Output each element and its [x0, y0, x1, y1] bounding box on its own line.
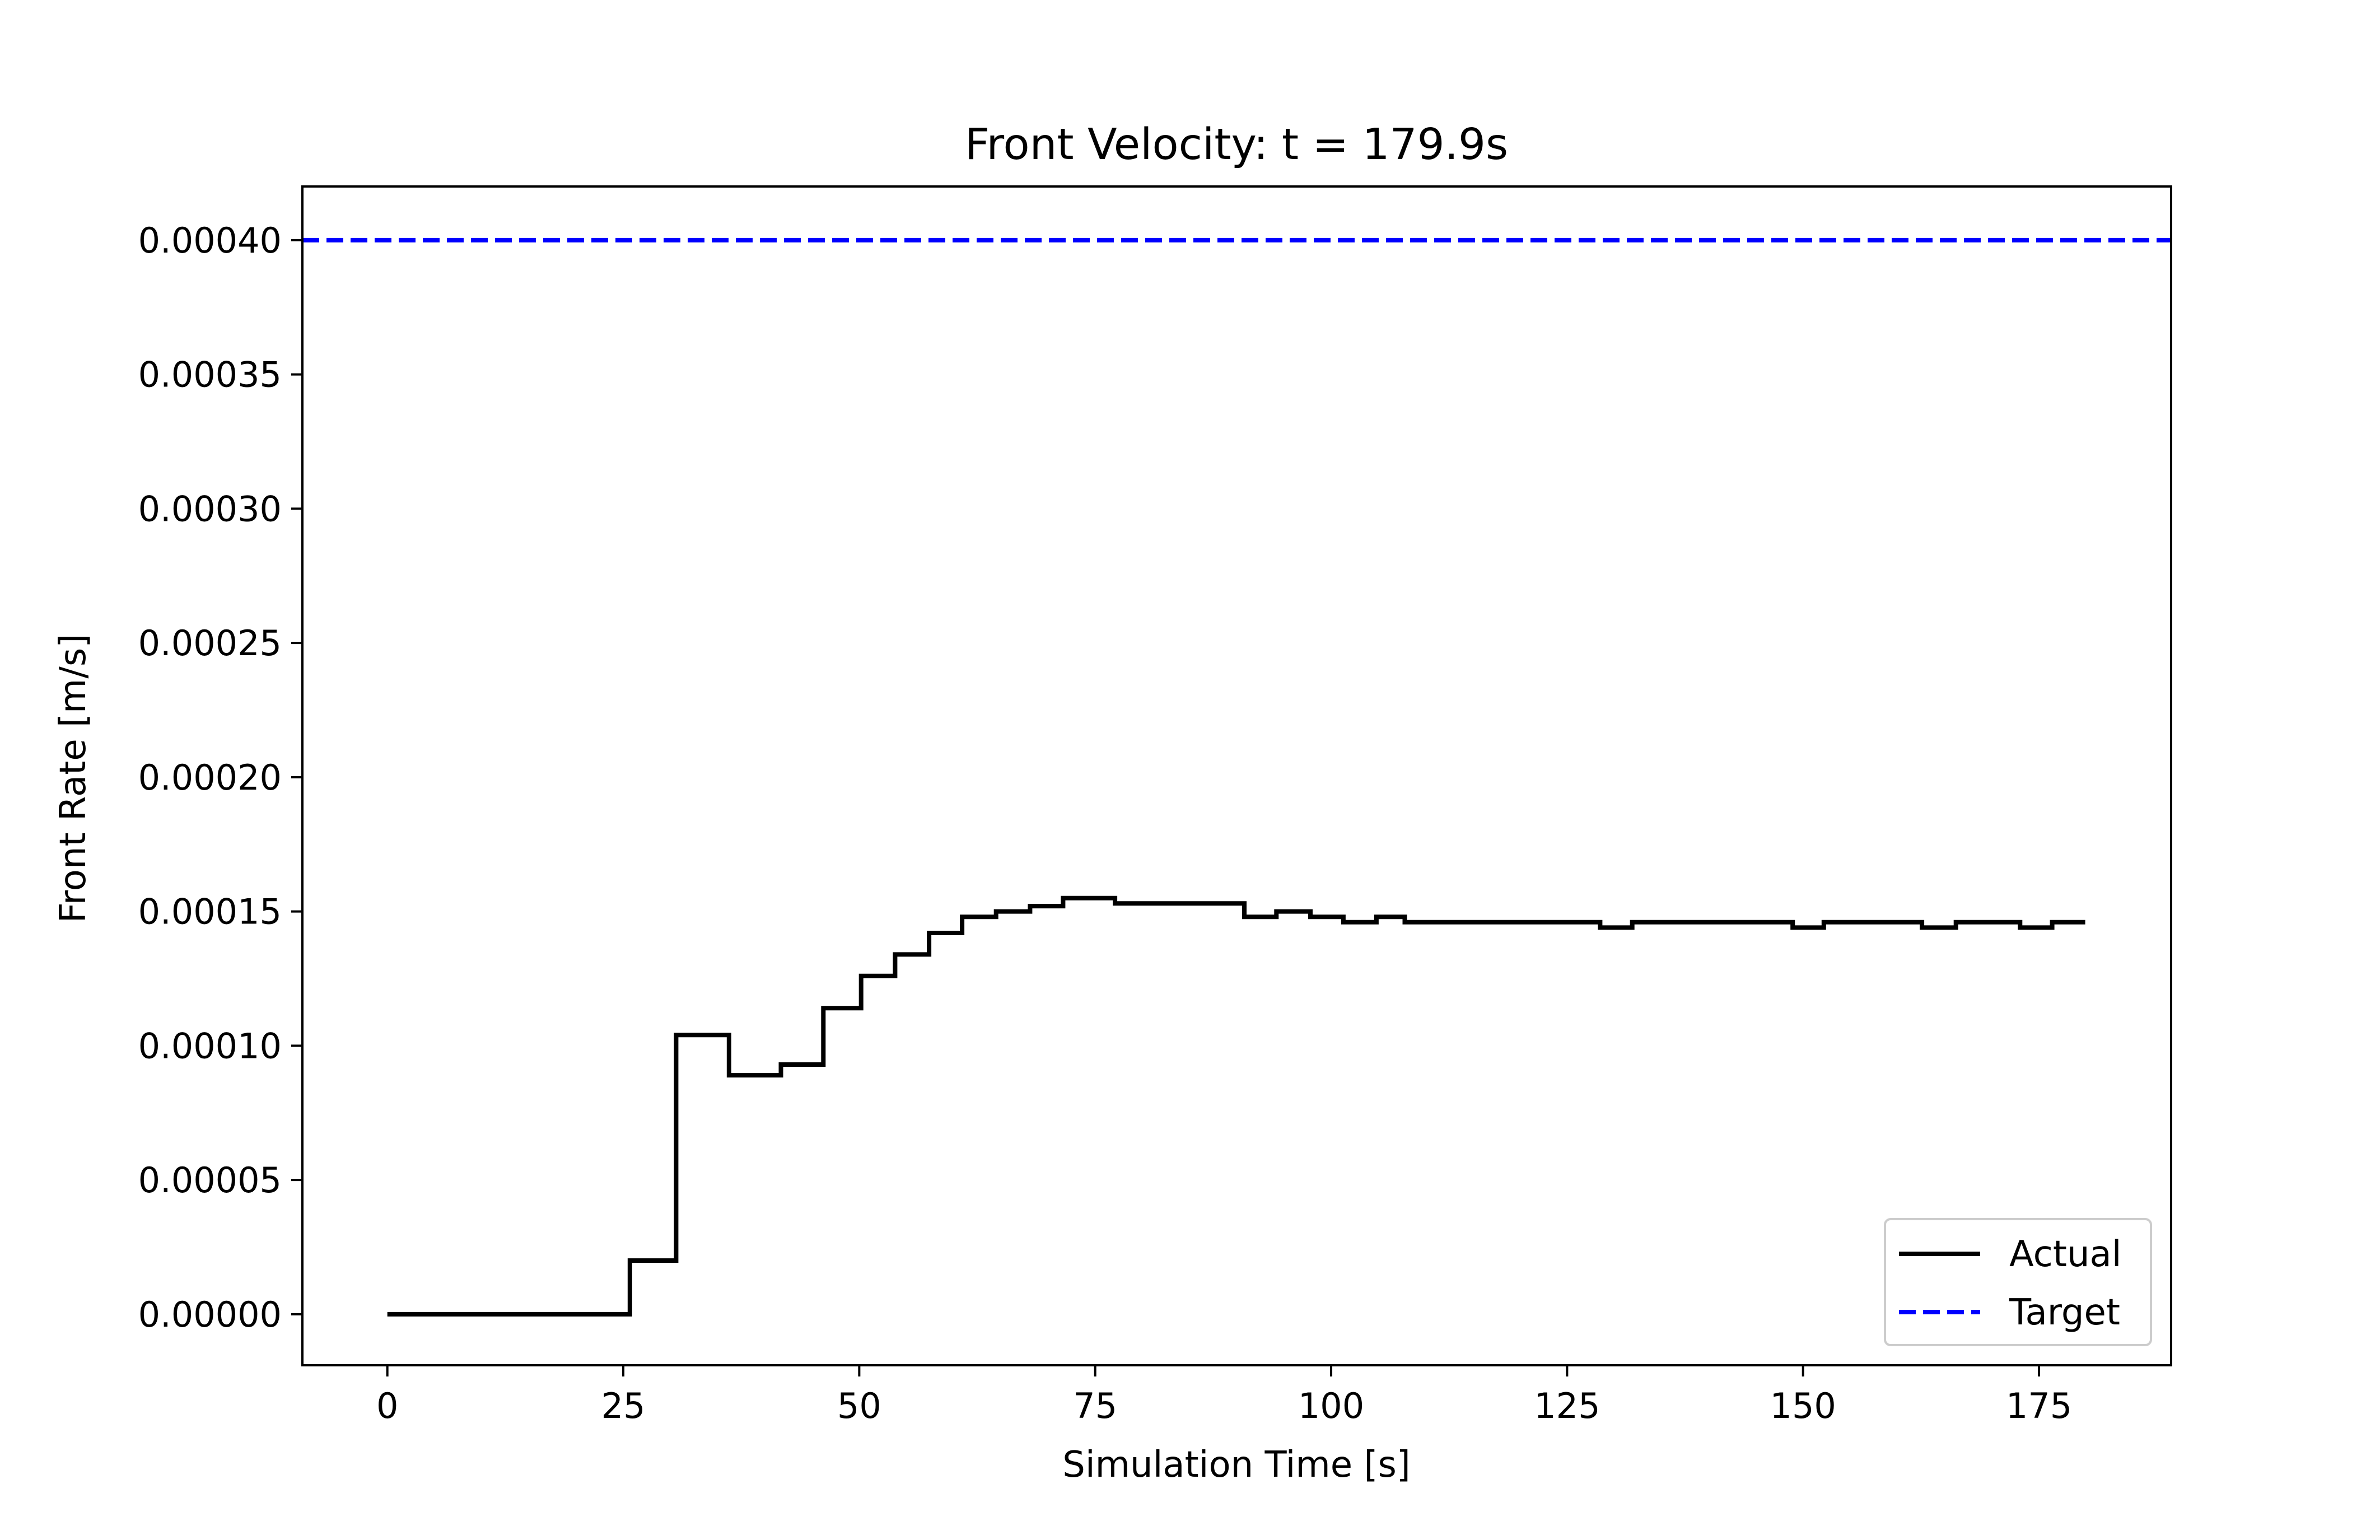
- data-marks: [302, 237, 2171, 1317]
- x-tick-label: 0: [376, 1385, 398, 1426]
- x-tick-label: 150: [1770, 1385, 1836, 1426]
- x-tick-label: 100: [1298, 1385, 1364, 1426]
- y-tick-label: 0.00040: [138, 220, 282, 261]
- y-tick-label: 0.00010: [138, 1025, 282, 1066]
- y-tick-label: 0.00030: [138, 488, 282, 529]
- axes-frame: [301, 185, 2172, 1366]
- x-axis-label: Simulation Time [s]: [1062, 1444, 1411, 1486]
- y-tick-label: 0.00005: [138, 1160, 282, 1201]
- y-tick-label: 0.00025: [138, 623, 282, 664]
- y-axis-label: Front Rate [m/s]: [53, 634, 94, 923]
- y-tick-label: 0.00035: [138, 354, 282, 395]
- x-tick-label: 175: [2006, 1385, 2072, 1426]
- x-tick-label: 125: [1534, 1385, 1600, 1426]
- legend: Actual Target: [1884, 1218, 2152, 1346]
- x-tick-label: 50: [837, 1385, 881, 1426]
- y-tick-label: 0.00020: [138, 757, 282, 798]
- legend-label-target: Target: [2009, 1292, 2120, 1333]
- y-tick-label: 0.00015: [138, 892, 282, 932]
- x-tick-label: 25: [601, 1385, 646, 1426]
- legend-label-actual: Actual: [2009, 1234, 2122, 1275]
- y-tick-label: 0.00000: [138, 1294, 282, 1335]
- chart-title: Front Velocity: t = 179.9s: [965, 120, 1508, 170]
- x-tick-label: 75: [1073, 1385, 1117, 1426]
- series-actual-line: [387, 895, 2085, 1317]
- plot-area: [302, 237, 2171, 1317]
- axes: 0 25 50 75 100 125 150 175 0.00000 0.00005 0.00010…: [138, 185, 2172, 1426]
